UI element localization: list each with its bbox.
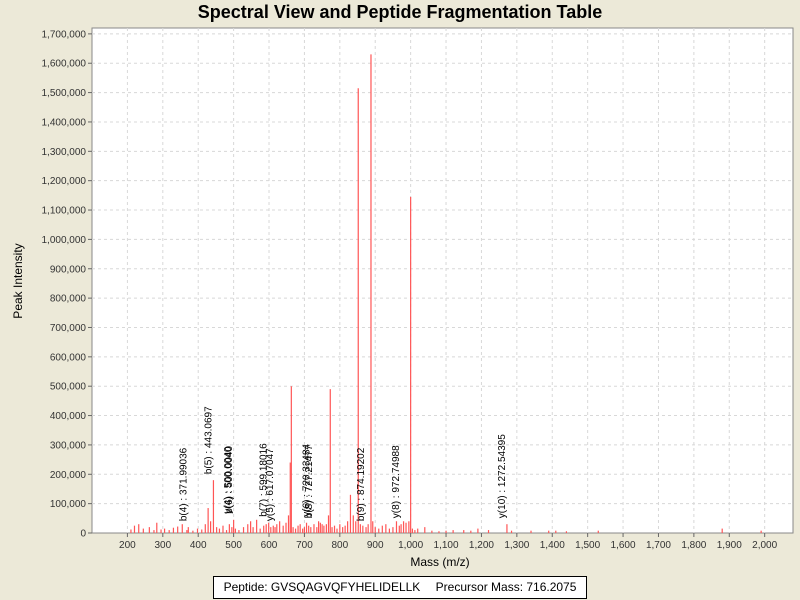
peaks-series [130, 54, 762, 533]
x-tick-label: 600 [261, 540, 278, 551]
x-tick-label: 800 [331, 540, 348, 551]
y-tick-label: 1,100,000 [42, 206, 87, 217]
x-tick-label: 1,300 [504, 540, 529, 551]
fragment-label: y(10) : 1272.54395 [497, 434, 508, 518]
legend: Peptide: GVSQAGVQFYHELIDELLK Precursor M… [213, 576, 587, 599]
fragment-label: b(6) : 500.0040 [224, 446, 235, 514]
y-axis-label: Peak Intensity [11, 243, 25, 318]
x-tick-label: 400 [190, 540, 207, 551]
annotations: b(4) : 371.99036 b(5) : 443.0697 y(4) : 50… [178, 406, 508, 521]
x-axis-label: Mass (m/z) [410, 555, 469, 569]
y-tick-label: 1,500,000 [42, 88, 87, 99]
fragment-label: b(7) : 599.18016 [259, 443, 270, 517]
x-tick-label: 1,700 [646, 540, 671, 551]
x-tick-label: 1,500 [575, 540, 600, 551]
x-tick-label: 1,100 [434, 540, 459, 551]
x-tick-label: 1,200 [469, 540, 494, 551]
fragment-label: b(5) : 443.0697 [203, 406, 214, 474]
x-tick-label: 200 [119, 540, 136, 551]
x-tick-label: 900 [367, 540, 384, 551]
y-tick-label: 100,000 [50, 499, 87, 510]
fragment-label: b(9) : 874.19202 [356, 447, 367, 521]
y-tick-label: 200,000 [50, 470, 87, 481]
y-tick-label: 300,000 [50, 440, 87, 451]
fragment-label: y(4) : 500.0040 [223, 446, 234, 514]
y-tick-label: 1,600,000 [42, 59, 87, 70]
y-tick-label: 1,700,000 [42, 29, 87, 40]
y-tick-label: 1,400,000 [42, 117, 87, 128]
plot-area [91, 27, 794, 534]
y-tick-label: 0 [80, 529, 86, 540]
y-tick-label: 900,000 [50, 264, 87, 275]
y-tick-label: 400,000 [50, 411, 87, 422]
y-tick-label: 800,000 [50, 294, 87, 305]
grid [92, 28, 793, 533]
fragment-label: b(8) : 727.21477 [304, 444, 315, 518]
y-tick-label: 1,300,000 [42, 147, 87, 158]
fragment-label: y(6) : 720.33484 [302, 443, 313, 516]
chart-title: Spectral View and Peptide Fragmentation … [197, 2, 603, 22]
legend-precursor: Precursor Mass: 716.2075 [435, 580, 577, 594]
x-tick-label: 1,900 [717, 540, 742, 551]
y-tick-label: 1,000,000 [42, 235, 87, 246]
x-tick-label: 1,600 [611, 540, 636, 551]
x-tick-label: 1,800 [681, 540, 706, 551]
y-tick-label: 500,000 [50, 382, 87, 393]
x-tick-label: 700 [296, 540, 313, 551]
fragment-label: b(4) : 371.99036 [178, 447, 189, 521]
y-tick-label: 700,000 [50, 323, 87, 334]
y-tick-label: 1,200,000 [42, 176, 87, 187]
y-tick-label: 600,000 [50, 352, 87, 363]
fragment-label: y(8) : 972.74988 [391, 445, 402, 518]
x-axis: 200 300 400 500 600 700 800 900 1,000 1,100 1,200 1… [119, 533, 778, 551]
y-axis: 0 100,000 200,000 300,000 400,000 500,000 600,… [42, 29, 92, 540]
legend-peptide: Peptide: GVSQAGVQFYHELIDELLK [223, 580, 421, 594]
x-tick-label: 2,000 [752, 540, 777, 551]
x-tick-label: 500 [225, 540, 242, 551]
fragment-label: y(5) : 617.07047 [265, 448, 276, 521]
x-tick-label: 1,400 [540, 540, 565, 551]
x-tick-label: 300 [154, 540, 171, 551]
x-tick-label: 1,000 [398, 540, 423, 551]
